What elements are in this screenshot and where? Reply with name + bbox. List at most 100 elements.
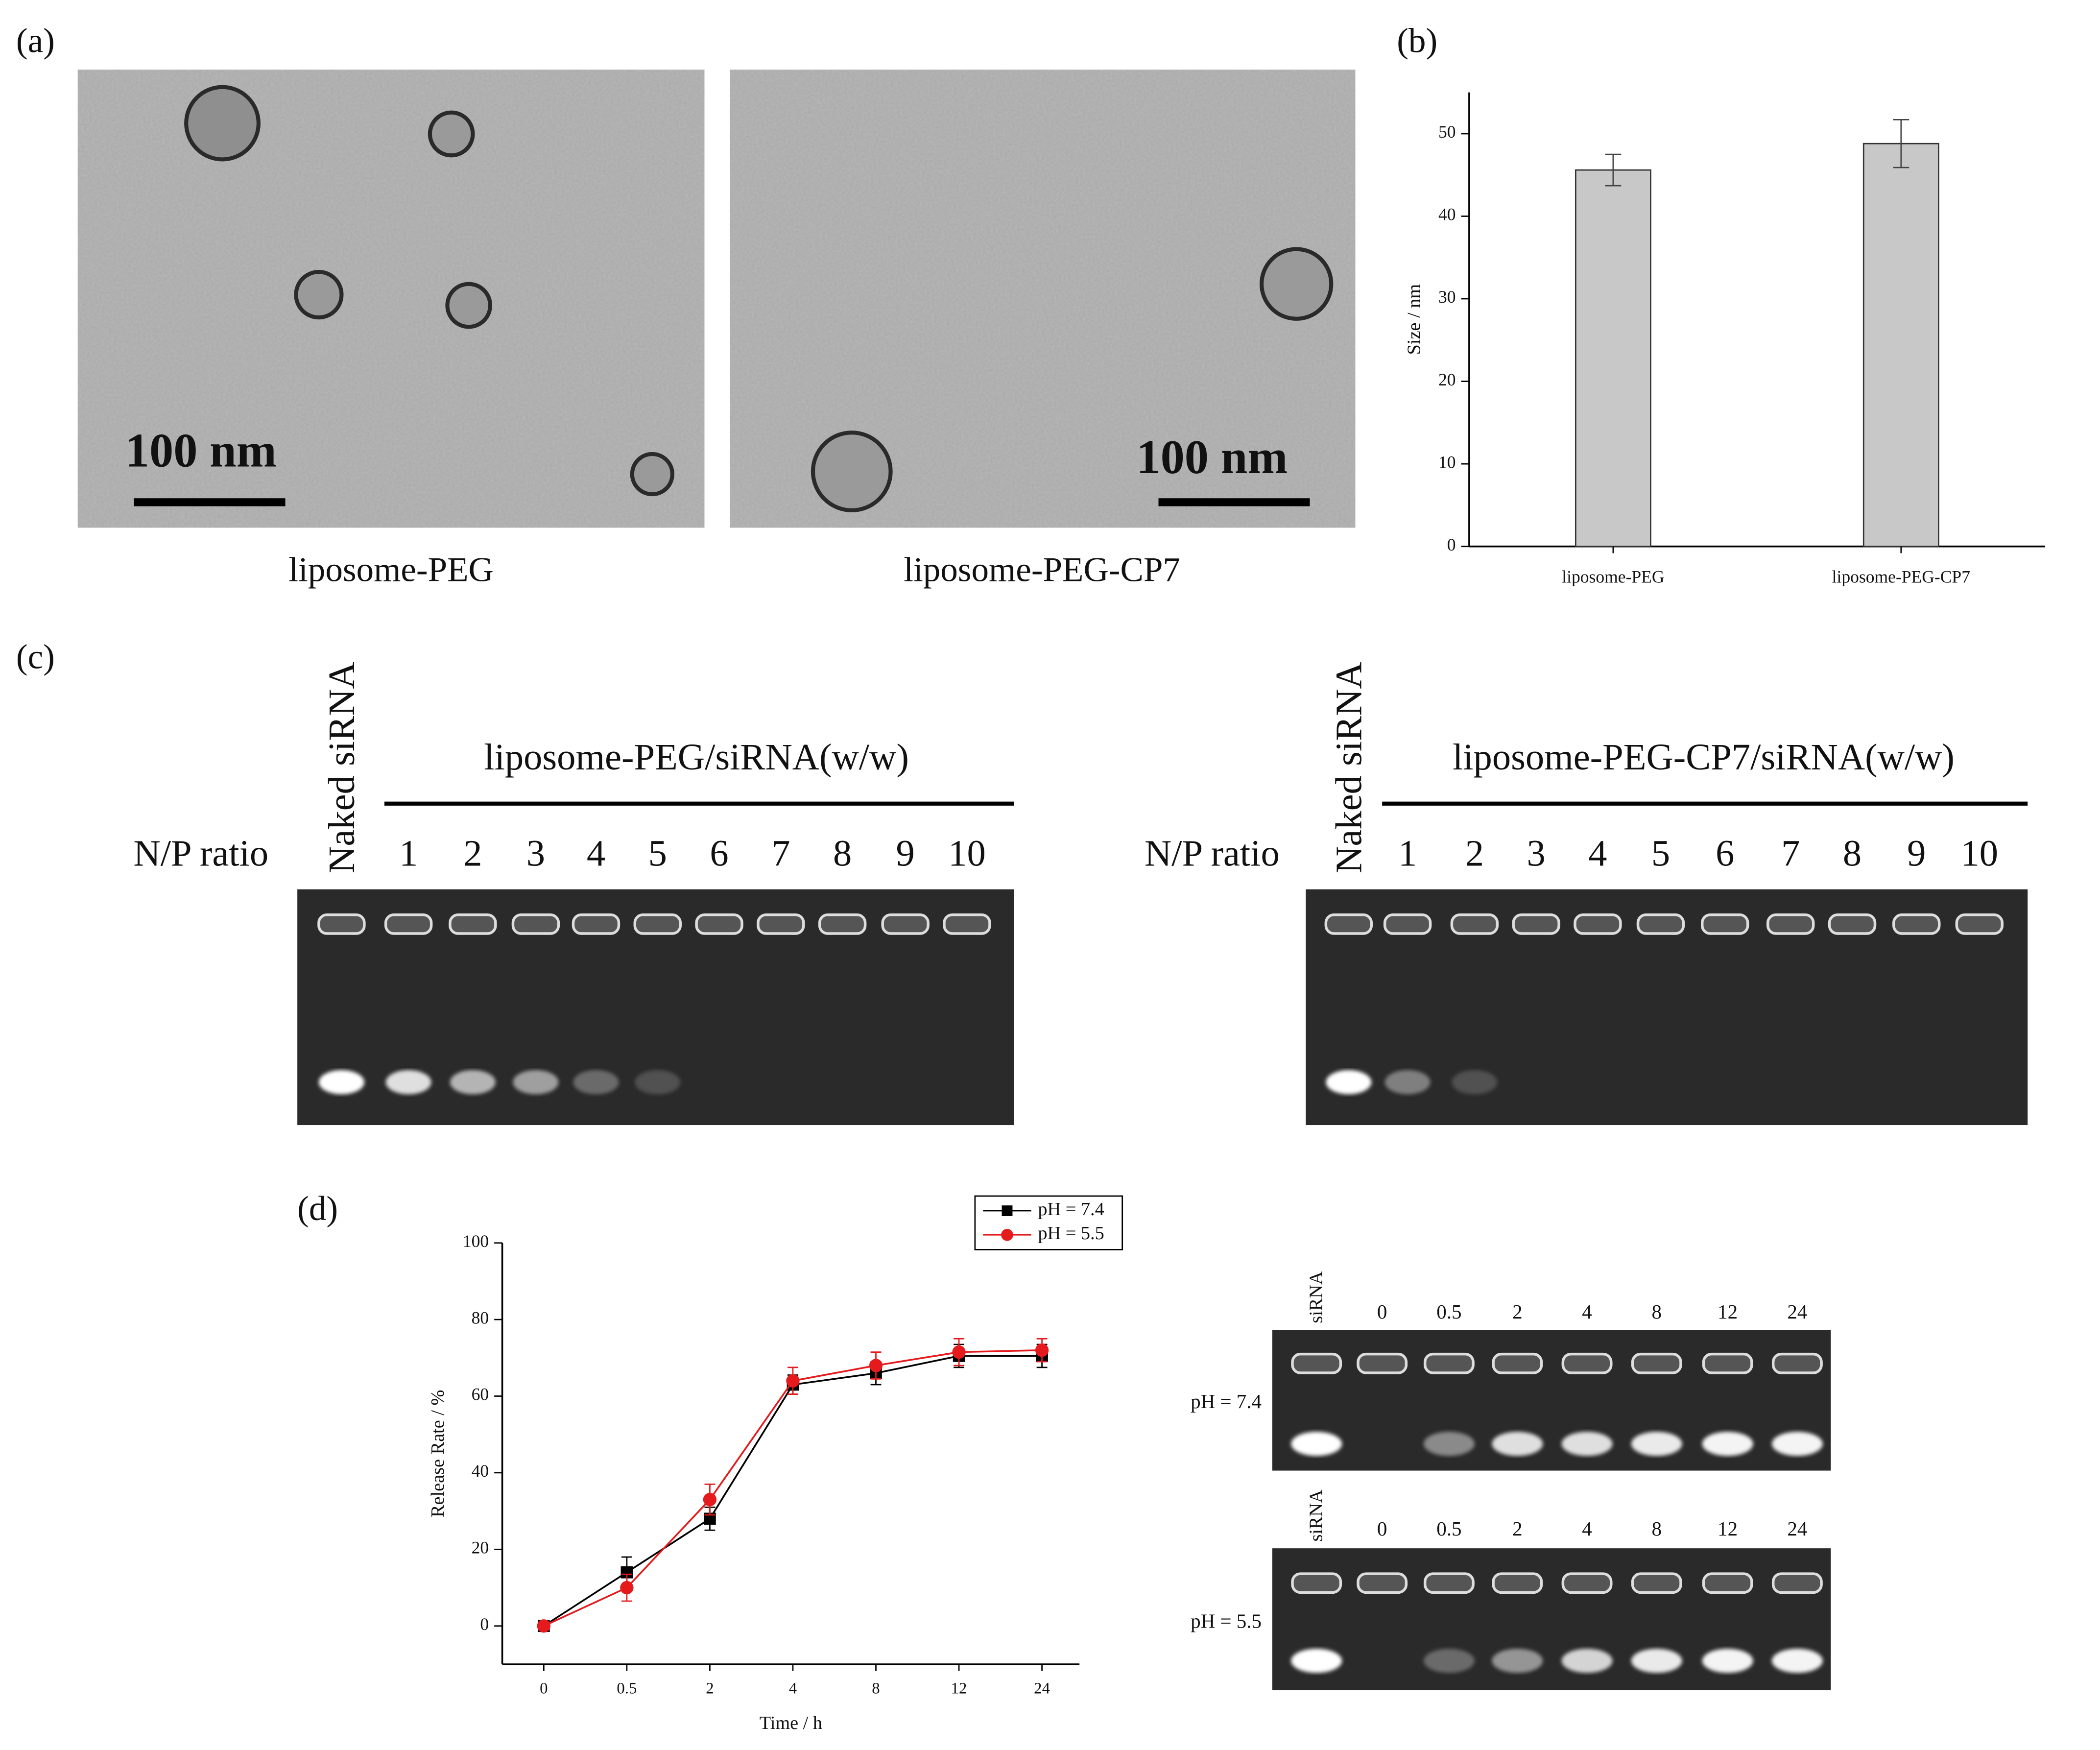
x-tick-label: liposome-PEG: [1562, 567, 1664, 586]
gel-well: [1512, 913, 1560, 935]
gel-well: [1771, 1572, 1823, 1594]
gel-well: [384, 913, 433, 935]
gel-well: [943, 913, 991, 935]
gel-well: [1702, 1352, 1753, 1374]
tem-image: 100 nm: [730, 70, 1356, 528]
gel-band: [1771, 1649, 1823, 1673]
lane-label: 8: [1843, 833, 1861, 874]
lane-label: 2: [1512, 1517, 1523, 1540]
x-tick-label: 8: [872, 1679, 880, 1697]
series-line: [543, 1355, 1042, 1627]
lane-label: 8: [1652, 1300, 1662, 1323]
gel-well: [1636, 913, 1685, 935]
panel-label: (c): [16, 638, 55, 676]
gel-well: [1291, 1572, 1342, 1594]
data-point: [1035, 1343, 1049, 1357]
gel-title: liposome-PEG/siRNA(w/w): [484, 736, 909, 778]
gel-well: [1892, 913, 1941, 935]
y-tick-label: 30: [1438, 287, 1456, 307]
lane-label: 9: [1907, 833, 1926, 874]
gel-band: [1702, 1649, 1753, 1673]
lane-label: 0: [1377, 1517, 1387, 1540]
gel-band: [385, 1070, 431, 1095]
lane-label: 5: [1651, 833, 1670, 874]
lane-label: 3: [1527, 833, 1546, 874]
legend-entry: pH = 5.5: [1038, 1223, 1104, 1244]
x-tick-label: 0: [540, 1679, 548, 1697]
y-tick-label: 10: [1438, 452, 1456, 472]
gel-well: [633, 913, 682, 935]
gel-band: [1384, 1070, 1431, 1095]
gel-band: [1423, 1432, 1475, 1456]
tem-image: 100 nm: [77, 70, 705, 528]
gel-band: [1631, 1649, 1682, 1673]
y-tick-label: 80: [472, 1308, 489, 1327]
gel-band: [513, 1070, 559, 1095]
panel-label: (a): [16, 22, 55, 60]
lane-label: 6: [710, 833, 728, 874]
gel-well: [1383, 913, 1432, 935]
panel-label: (d): [297, 1190, 338, 1228]
data-point: [537, 1619, 551, 1633]
lane-label: 5: [648, 833, 667, 874]
legend-entry: pH = 7.4: [1038, 1199, 1104, 1220]
lane-label: 7: [1781, 833, 1800, 874]
lane-label: 4: [1588, 833, 1607, 874]
image-caption: liposome-PEG: [288, 551, 494, 589]
lane-label: 6: [1716, 833, 1734, 874]
lane-label: 1: [399, 833, 418, 874]
gel-well: [757, 913, 805, 935]
y-tick-label: 60: [472, 1385, 489, 1404]
lane-label: 4: [1582, 1517, 1592, 1540]
lane-label: 4: [1582, 1300, 1592, 1323]
lane-label: 0: [1377, 1300, 1387, 1323]
lane-label: 10: [948, 833, 986, 874]
gel-band: [318, 1070, 364, 1095]
y-tick-label: 40: [1438, 205, 1456, 224]
gel-well: [881, 913, 930, 935]
gel-band: [1291, 1432, 1342, 1456]
gel-well: [1357, 1352, 1408, 1374]
gel-well: [1955, 913, 2004, 935]
gel-well: [1291, 1352, 1342, 1374]
error-bar: [1893, 119, 1909, 168]
gel-band: [1492, 1649, 1543, 1673]
error-bar: [1605, 153, 1622, 187]
bar: [1575, 169, 1651, 548]
gel-well: [1771, 1352, 1823, 1374]
lane-label: 0.5: [1436, 1517, 1461, 1540]
y-axis-label: Release Rate / %: [428, 1390, 448, 1517]
bar: [1862, 143, 1939, 548]
gel-well: [1357, 1572, 1408, 1594]
gel-band: [1452, 1070, 1498, 1095]
lane-label: 3: [526, 833, 545, 874]
gel-title: liposome-PEG-CP7/siRNA(w/w): [1453, 736, 1955, 778]
y-tick-label: 20: [472, 1538, 489, 1558]
x-axis-label: Time / h: [760, 1713, 822, 1733]
gel-well: [1766, 913, 1815, 935]
gel-band: [1492, 1432, 1543, 1456]
y-tick-label: 0: [480, 1614, 489, 1634]
lane-label: siRNA: [1306, 1489, 1327, 1542]
gel-well: [1324, 913, 1373, 935]
gel-well: [1828, 913, 1877, 935]
lane-label: Naked siRNA: [321, 662, 362, 873]
data-point: [786, 1374, 800, 1388]
gel-well: [818, 913, 867, 935]
gel-band: [635, 1070, 681, 1095]
lane-label: 10: [1961, 833, 1999, 874]
gel-well: [511, 913, 560, 935]
gel-well: [1574, 913, 1622, 935]
lane-label: 9: [896, 833, 915, 874]
gel-well: [572, 913, 620, 935]
row-label: pH = 5.5: [1191, 1610, 1262, 1632]
gel-band: [1326, 1070, 1372, 1095]
gel-well: [1701, 913, 1749, 935]
panel-label: (b): [1397, 22, 1437, 60]
y-tick-label: 40: [472, 1461, 489, 1481]
y-tick-label: 50: [1438, 122, 1456, 142]
gel-well: [1450, 913, 1499, 935]
lane-label: 2: [463, 833, 482, 874]
gel-band: [1771, 1432, 1823, 1456]
